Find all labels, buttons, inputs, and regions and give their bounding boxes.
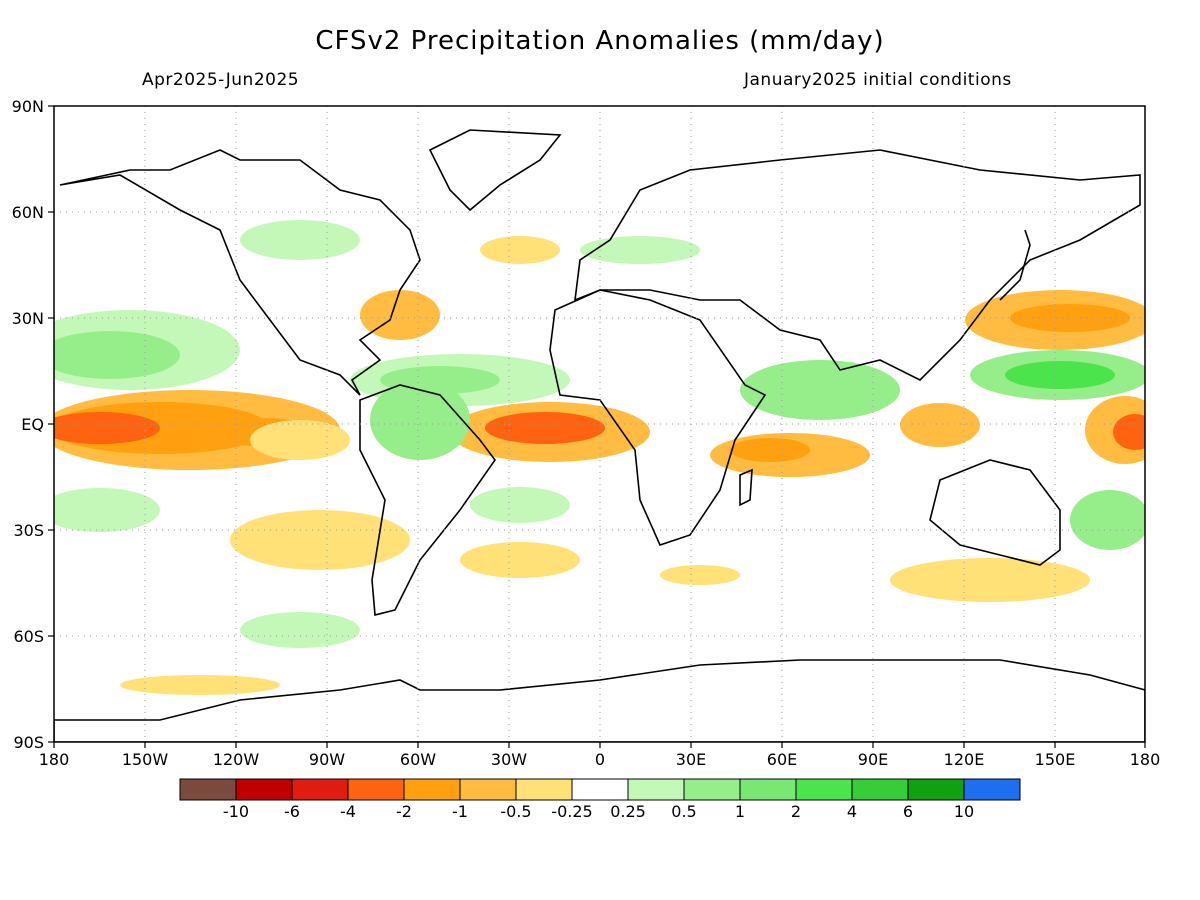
anomaly-dry-maritime	[900, 403, 980, 447]
colorbar-swatch	[291, 778, 349, 801]
forecast-period: Apr2025-Jun2025	[142, 70, 300, 90]
colorbar-swatch	[739, 778, 797, 801]
colorbar-label: 2	[790, 802, 802, 821]
anomaly-wet-spcz	[1070, 490, 1145, 550]
colorbar-swatch	[235, 778, 293, 801]
initial-conditions: January2025 initial conditions	[744, 70, 1012, 90]
lat-label-90n: 90N	[11, 97, 44, 116]
lat-label-60s: 60S	[13, 627, 44, 646]
colorbar-swatch	[459, 778, 517, 801]
colorbar-label: -6	[284, 802, 300, 821]
colorbar-swatch	[403, 778, 461, 801]
colorbar-label: -2	[396, 802, 412, 821]
lon-label-90e: 90E	[857, 750, 889, 769]
colorbar-swatch	[179, 778, 237, 801]
colorbar-swatch	[571, 778, 629, 801]
colorbar-label: -4	[340, 802, 356, 821]
greenland-outline	[428, 129, 562, 212]
australia-outline	[929, 459, 1061, 566]
map-title: CFSv2 Precipitation Anomalies (mm/day)	[315, 26, 885, 56]
colorbar-swatch	[851, 778, 909, 801]
antarctica-outline	[54, 659, 1145, 742]
anomaly-wet-amazon	[370, 380, 470, 460]
japan-outline	[999, 229, 1031, 301]
lon-label-0: 0	[594, 750, 606, 769]
anomaly-wet-southern-ocean	[240, 612, 360, 648]
colorbar-swatch	[963, 778, 1021, 801]
colorbar-label: -10	[222, 802, 250, 821]
colorbar-label: 1	[734, 802, 746, 821]
lon-label-30e: 30E	[675, 750, 707, 769]
colorbar-label: 4	[846, 802, 858, 821]
lon-label-150e: 150E	[1034, 750, 1076, 769]
colorbar-swatch	[627, 778, 685, 801]
lat-label-60n: 60N	[11, 203, 44, 222]
anomaly-fields	[54, 220, 1145, 695]
north-america-outline	[59, 149, 421, 396]
colorbar-swatch	[683, 778, 741, 801]
lat-label-30s: 30S	[13, 521, 44, 540]
lon-label-120e: 120E	[943, 750, 985, 769]
axis-ticks	[48, 105, 1146, 748]
lon-label-180e: 180	[1129, 750, 1161, 769]
lon-label-60e: 60E	[766, 750, 798, 769]
colorbar	[179, 778, 1021, 801]
lon-label-90w: 90W	[308, 750, 346, 769]
africa-outline	[549, 289, 767, 546]
lon-label-30w: 30W	[490, 750, 528, 769]
colorbar-swatch	[515, 778, 573, 801]
colorbar-label: -0.5	[500, 802, 532, 821]
anomaly-wet-indian	[740, 360, 900, 420]
colorbar-label: 0.5	[671, 802, 697, 821]
colorbar-label: -1	[452, 802, 468, 821]
anomaly-wet-south-atlantic	[470, 487, 570, 523]
colorbar-swatch	[347, 778, 405, 801]
anomaly-dry-south-pacific	[230, 510, 410, 570]
colorbar-label: 0.25	[610, 802, 646, 821]
graticule	[54, 106, 1145, 742]
lat-label-eq: EQ	[21, 415, 44, 434]
lon-label-180w: 180	[38, 750, 70, 769]
anomaly-dry-east-pacific	[250, 420, 350, 460]
lon-label-150w: 150W	[121, 750, 169, 769]
colorbar-label: 6	[902, 802, 914, 821]
colorbar-label: 10	[953, 802, 975, 821]
lon-label-60w: 60W	[399, 750, 437, 769]
lon-label-120w: 120W	[212, 750, 260, 769]
madagascar-outline	[739, 468, 753, 507]
colorbar-swatch	[795, 778, 853, 801]
lat-label-30n: 30N	[11, 309, 44, 328]
lat-label-90s: 90S	[13, 733, 44, 752]
eurasia-outline	[574, 149, 1141, 381]
colorbar-swatch	[907, 778, 965, 801]
colorbar-label: -0.25	[551, 802, 593, 821]
coastlines	[54, 129, 1145, 742]
south-america-outline	[359, 384, 496, 617]
